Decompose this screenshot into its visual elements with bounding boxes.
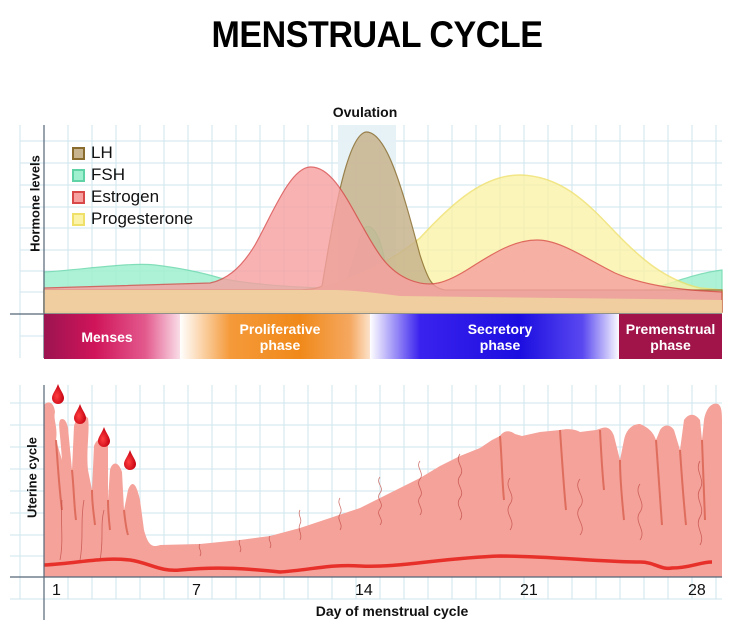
blood-drop-icon — [98, 427, 110, 447]
phase-proliferative-line1: Proliferative — [239, 321, 321, 337]
estrogen-curve — [43, 166, 723, 313]
phase-secretory: Secretory phase — [445, 321, 555, 353]
phase-menses-label: Menses — [81, 329, 133, 345]
phase-proliferative: Proliferative phase — [220, 321, 340, 353]
phase-secretory-line2: phase — [479, 337, 521, 353]
phase-premenstrual-line2: phase — [650, 337, 691, 353]
hormone-curves — [43, 131, 723, 314]
legend-item-estrogen: Estrogen — [72, 186, 193, 208]
fsh-swatch-icon — [72, 168, 85, 182]
blood-drop-icon — [74, 404, 86, 424]
blood-drop-icon — [52, 384, 64, 404]
blood-drops — [52, 384, 136, 470]
endometrium-illustration — [43, 402, 722, 577]
legend-item-progesterone: Progesterone — [72, 208, 193, 230]
phase-bar — [44, 314, 722, 359]
blood-drop-icon — [124, 450, 136, 470]
phase-proliferative-line2: phase — [259, 337, 301, 353]
xtick-14: 14 — [355, 582, 373, 599]
lh-swatch-icon — [72, 146, 85, 160]
phase-secretory-line1: Secretory — [467, 321, 533, 337]
xtick-1: 1 — [52, 582, 61, 599]
basal-artery — [43, 554, 713, 574]
xtick-28: 28 — [688, 582, 706, 599]
estrogen-swatch-icon — [72, 190, 85, 204]
hormone-base — [44, 290, 722, 314]
progesterone-swatch-icon — [72, 212, 85, 226]
legend: LH FSH Estrogen Progesterone — [72, 142, 193, 230]
phase-menses: Menses — [72, 329, 142, 345]
uterine-y-label: Uterine cycle — [24, 437, 40, 518]
legend-item-lh: LH — [72, 142, 193, 164]
hormone-y-label: Hormone levels — [27, 155, 43, 252]
x-axis-label: Day of menstrual cycle — [315, 603, 469, 619]
phase-premenstrual: Premenstrual phase — [619, 321, 722, 353]
legend-item-fsh: FSH — [72, 164, 193, 186]
xtick-7: 7 — [192, 582, 201, 599]
ovulation-label: Ovulation — [332, 104, 398, 120]
xtick-21: 21 — [520, 582, 538, 599]
phase-premenstrual-line1: Premenstrual — [625, 321, 716, 337]
page-title: MENSTRUAL CYCLE — [211, 14, 543, 55]
